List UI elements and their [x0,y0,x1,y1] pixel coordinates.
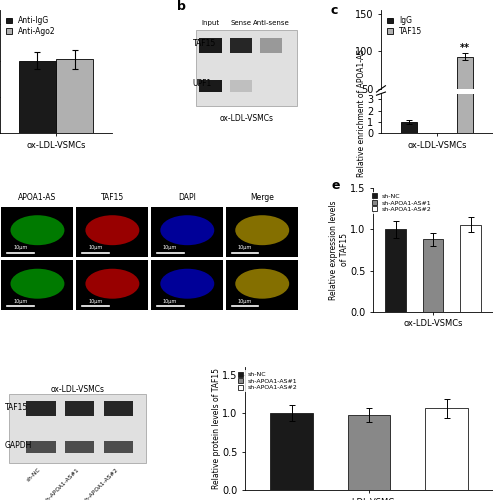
Legend: IgG, TAF15: IgG, TAF15 [385,14,425,38]
Text: Input: Input [202,20,220,26]
Legend: Anti-IgG, Anti-Ago2: Anti-IgG, Anti-Ago2 [4,14,58,38]
Bar [76,206,148,257]
Bar [348,416,390,490]
Bar [460,224,481,312]
Text: b: b [177,0,186,13]
Bar [226,206,298,257]
Text: sh-APOA1-AS#2: sh-APOA1-AS#2 [82,466,119,500]
Bar [151,260,223,310]
Text: c: c [330,4,338,16]
Text: APOA1-AS: APOA1-AS [18,193,57,202]
Ellipse shape [235,215,289,245]
Bar [400,122,418,133]
FancyBboxPatch shape [260,38,282,53]
Text: DAPI: DAPI [178,193,196,202]
Text: Merge: Merge [250,193,274,202]
Text: 10μm: 10μm [238,245,252,250]
Y-axis label: Relative enrichment of APOA1-AS: Relative enrichment of APOA1-AS [356,50,366,178]
Text: 10μm: 10μm [88,245,102,250]
Text: **: ** [460,43,470,53]
Legend: sh-NC, sh-APOA1-AS#1, sh-APOA1-AS#2: sh-NC, sh-APOA1-AS#1, sh-APOA1-AS#2 [370,192,434,214]
Text: 10μm: 10μm [163,245,177,250]
FancyBboxPatch shape [230,80,252,92]
FancyBboxPatch shape [65,402,95,416]
Ellipse shape [160,215,214,245]
Text: ox-LDL-VSMCs: ox-LDL-VSMCs [219,114,274,123]
FancyBboxPatch shape [104,402,133,416]
Ellipse shape [85,215,140,245]
Text: TAF15: TAF15 [4,403,28,412]
Ellipse shape [10,268,65,298]
Bar [56,59,93,133]
Text: UPF1: UPF1 [193,80,212,88]
FancyBboxPatch shape [230,38,252,53]
Bar [19,60,56,133]
Bar [423,240,443,312]
Ellipse shape [85,268,140,298]
Text: 10μm: 10μm [88,298,102,304]
Bar [425,408,468,490]
Text: sh-NC: sh-NC [26,466,42,482]
Text: 10μm: 10μm [13,298,27,304]
Bar [76,260,148,310]
Bar [151,206,223,257]
Bar [457,56,473,126]
FancyBboxPatch shape [200,38,222,53]
Text: TAF15: TAF15 [193,38,216,48]
FancyBboxPatch shape [26,402,56,416]
Bar [1,206,73,257]
FancyBboxPatch shape [9,394,145,463]
FancyBboxPatch shape [200,80,222,92]
Text: Sense: Sense [230,20,251,26]
FancyBboxPatch shape [65,441,95,453]
Text: ox-LDL-VSMCs: ox-LDL-VSMCs [50,384,105,394]
Y-axis label: Relative expression levels
of TAF15: Relative expression levels of TAF15 [329,200,349,300]
Text: GAPDH: GAPDH [4,441,32,450]
Text: 10μm: 10μm [238,298,252,304]
FancyBboxPatch shape [196,30,297,106]
Text: 10μm: 10μm [13,245,27,250]
Text: e: e [331,178,340,192]
FancyBboxPatch shape [104,441,133,453]
Ellipse shape [235,268,289,298]
Text: 10μm: 10μm [163,298,177,304]
FancyBboxPatch shape [26,441,56,453]
Text: sh-APOA1-AS#1: sh-APOA1-AS#1 [44,466,80,500]
Bar [226,260,298,310]
Y-axis label: Relative protein levels of TAF15: Relative protein levels of TAF15 [212,368,221,489]
Bar [386,230,406,312]
Text: TAF15: TAF15 [101,193,124,202]
Bar [271,413,313,490]
Bar [457,0,473,133]
Bar [1,260,73,310]
Legend: sh-NC, sh-APOA1-AS#1, sh-APOA1-AS#2: sh-NC, sh-APOA1-AS#1, sh-APOA1-AS#2 [236,370,300,392]
Ellipse shape [10,215,65,245]
Text: Anti-sense: Anti-sense [253,20,289,26]
Ellipse shape [160,268,214,298]
